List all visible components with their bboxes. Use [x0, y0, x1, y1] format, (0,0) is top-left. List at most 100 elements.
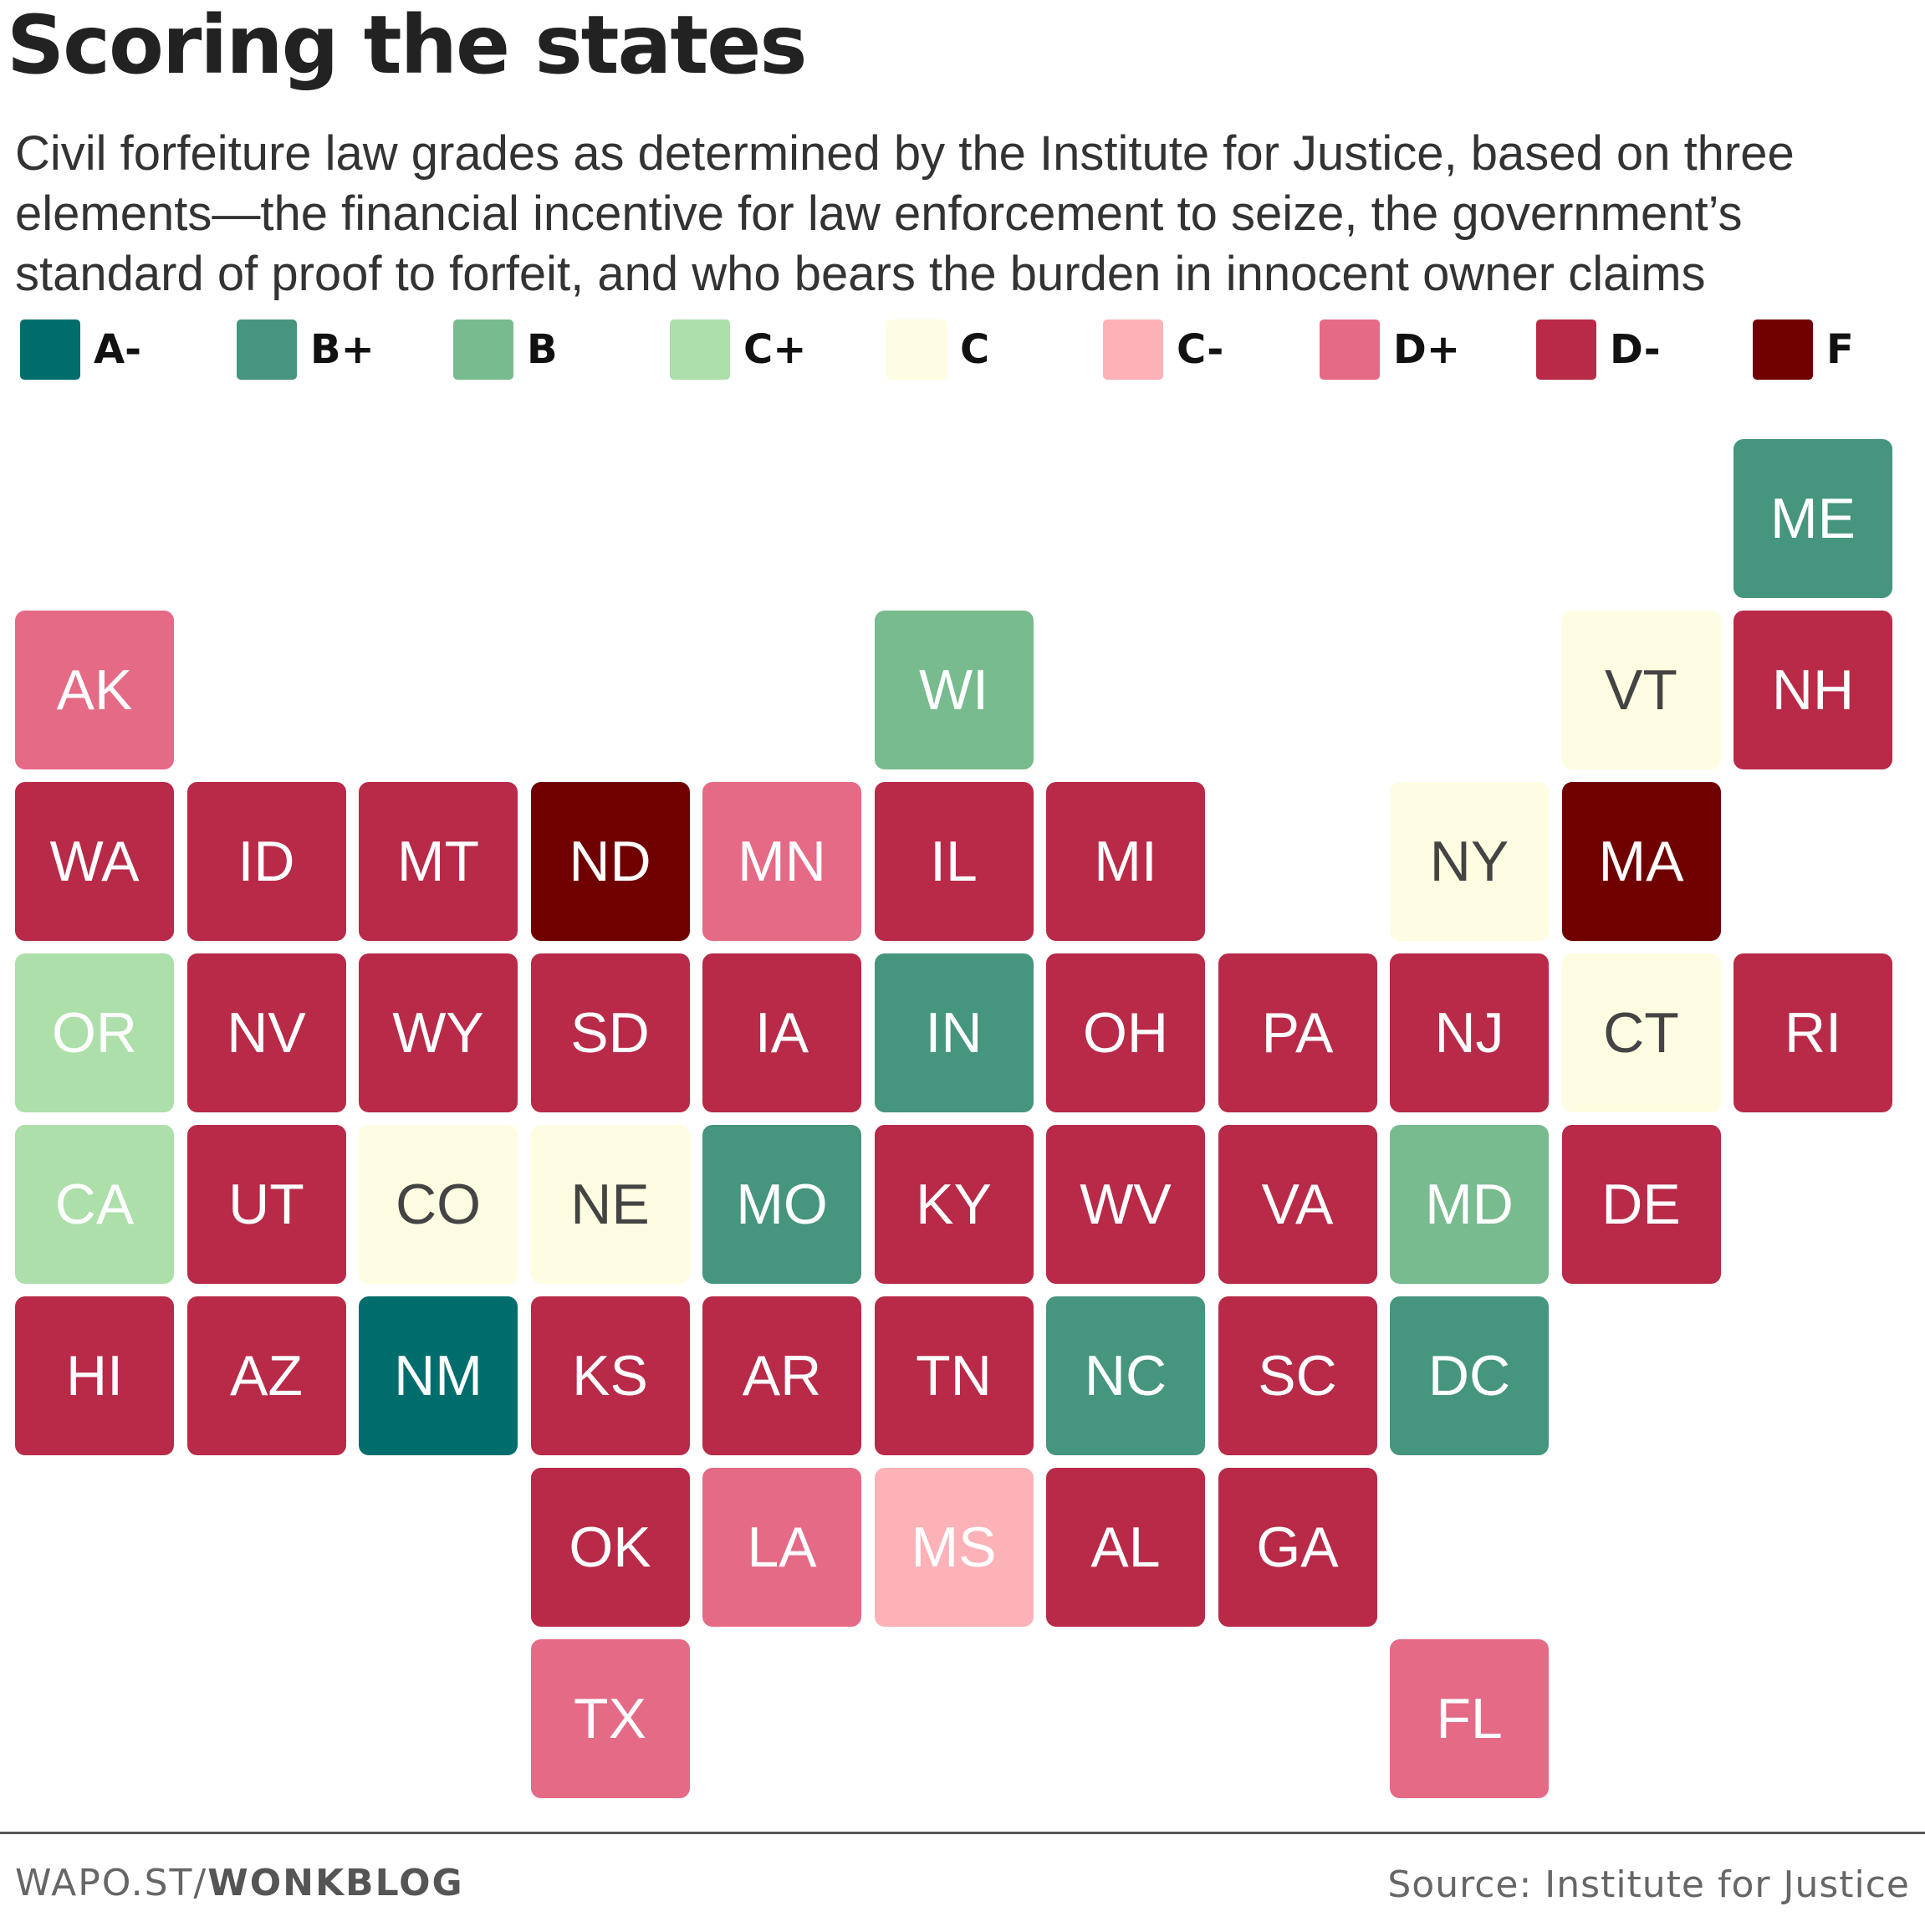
- legend-swatch: [670, 319, 730, 380]
- state-tile-in: IN: [874, 953, 1034, 1112]
- state-tile-ri: RI: [1734, 953, 1892, 1112]
- state-tile-label: NJ: [1434, 1001, 1504, 1065]
- legend-swatch: [453, 319, 513, 380]
- state-tile-de: DE: [1561, 1125, 1721, 1284]
- state-tile-pa: PA: [1218, 953, 1377, 1112]
- state-tile-sc: SC: [1218, 1296, 1377, 1455]
- state-tile-oh: OH: [1046, 953, 1205, 1112]
- state-tile-va: VA: [1218, 1125, 1377, 1284]
- state-tile-label: AL: [1090, 1515, 1161, 1579]
- state-tile-ny: NY: [1390, 782, 1549, 941]
- state-tile-nd: ND: [530, 782, 690, 941]
- state-tile-dc: DC: [1390, 1296, 1549, 1455]
- state-tile-label: WY: [392, 1001, 484, 1065]
- state-tile-label: OH: [1083, 1001, 1168, 1065]
- legend-label: D+: [1393, 326, 1461, 373]
- legend-swatch: [1103, 319, 1163, 380]
- state-tile-wi: WI: [874, 611, 1034, 769]
- state-tile-label: OR: [52, 1001, 137, 1065]
- state-tile-label: AR: [742, 1344, 822, 1408]
- footer-credit: WAPO.ST/WONKBLOG: [15, 1862, 464, 1904]
- state-tile-label: FL: [1436, 1687, 1503, 1751]
- state-tile-label: NY: [1429, 830, 1509, 893]
- legend-label: C+: [743, 326, 807, 373]
- legend-label: B+: [310, 326, 375, 373]
- state-tile-ok: OK: [530, 1468, 690, 1627]
- legend-swatch: [1536, 319, 1596, 380]
- state-tile-ga: GA: [1218, 1468, 1377, 1627]
- state-tile-label: AK: [56, 658, 133, 722]
- state-tile-ia: IA: [702, 953, 861, 1112]
- state-tile-label: OK: [569, 1515, 651, 1579]
- state-tile-ar: AR: [702, 1296, 861, 1455]
- state-tile-ak: AK: [15, 611, 174, 769]
- legend-label: C: [960, 326, 990, 373]
- state-tile-wy: WY: [359, 953, 518, 1112]
- state-tile-co: CO: [359, 1125, 518, 1284]
- state-tile-label: CT: [1603, 1001, 1679, 1065]
- state-tile-label: SC: [1258, 1344, 1337, 1408]
- state-tile-label: CO: [396, 1173, 481, 1236]
- state-tile-nh: NH: [1734, 611, 1892, 769]
- state-tile-label: NM: [394, 1344, 483, 1408]
- legend-swatch: [237, 319, 297, 380]
- state-tile-label: GA: [1256, 1515, 1339, 1579]
- state-tile-label: MT: [396, 830, 480, 893]
- state-tile-la: LA: [702, 1468, 861, 1627]
- state-tile-ks: KS: [530, 1296, 690, 1455]
- state-tile-label: ND: [569, 830, 651, 893]
- state-tile-ky: KY: [874, 1125, 1034, 1284]
- state-tile-sd: SD: [530, 953, 690, 1112]
- state-tile-label: TX: [574, 1687, 646, 1751]
- state-tile-label: WV: [1080, 1173, 1172, 1236]
- state-tile-label: CA: [54, 1173, 135, 1236]
- state-tile-label: NV: [227, 1001, 306, 1065]
- state-tile-mo: MO: [702, 1125, 861, 1284]
- state-tile-id: ID: [186, 782, 346, 941]
- state-tile-label: HI: [66, 1344, 123, 1408]
- state-tile-label: WA: [49, 830, 140, 893]
- state-tile-label: MD: [1425, 1173, 1514, 1236]
- state-tile-label: MS: [911, 1515, 997, 1579]
- state-tile-label: IL: [930, 830, 978, 893]
- state-tile-label: WI: [918, 658, 989, 722]
- state-tile-label: LA: [747, 1515, 817, 1579]
- state-tile-label: VA: [1261, 1173, 1334, 1236]
- state-tile-label: MN: [738, 830, 826, 893]
- state-tile-tn: TN: [874, 1296, 1034, 1455]
- state-tile-tx: TX: [530, 1639, 690, 1798]
- state-tile-mt: MT: [359, 782, 518, 941]
- legend-label: F: [1826, 326, 1854, 373]
- state-tile-label: DE: [1601, 1173, 1681, 1236]
- state-tile-label: MI: [1094, 830, 1157, 893]
- state-tile-label: IN: [925, 1001, 983, 1065]
- footer-source: Source: Institute for Justice: [1387, 1863, 1910, 1906]
- page-subtitle: Civil forfeiture law grades as determine…: [15, 126, 1795, 301]
- state-tile-wv: WV: [1046, 1125, 1205, 1284]
- page-title: Scoring the states: [7, 0, 807, 92]
- state-tile-nj: NJ: [1390, 953, 1549, 1112]
- state-tile-ne: NE: [530, 1125, 690, 1284]
- state-tile-label: KS: [572, 1344, 648, 1408]
- state-tile-label: IA: [754, 1001, 809, 1065]
- state-tile-mi: MI: [1046, 782, 1205, 941]
- state-tile-or: OR: [15, 953, 174, 1112]
- state-tile-map: ME AK WI VT NH WA ID MT ND MN IL MI NY MA OR NV WY SD IA IN…: [15, 439, 1892, 1798]
- state-tile-ms: MS: [874, 1468, 1034, 1627]
- footer-credit-prefix: WAPO.ST/: [15, 1862, 208, 1904]
- state-tile-label: VT: [1605, 658, 1677, 722]
- state-tile-me: ME: [1734, 439, 1892, 598]
- state-tile-label: RI: [1785, 1001, 1841, 1065]
- legend-swatch: [20, 319, 80, 380]
- state-tile-md: MD: [1390, 1125, 1549, 1284]
- state-tile-label: NH: [1771, 658, 1855, 722]
- state-tile-fl: FL: [1390, 1639, 1549, 1798]
- state-tile-label: NE: [570, 1173, 650, 1236]
- state-tile-az: AZ: [186, 1296, 346, 1455]
- state-tile-nc: NC: [1046, 1296, 1205, 1455]
- state-tile-ct: CT: [1561, 953, 1721, 1112]
- state-tile-nv: NV: [186, 953, 346, 1112]
- footer-credit-strong: WONKBLOG: [207, 1862, 464, 1904]
- legend-label: A-: [94, 326, 142, 373]
